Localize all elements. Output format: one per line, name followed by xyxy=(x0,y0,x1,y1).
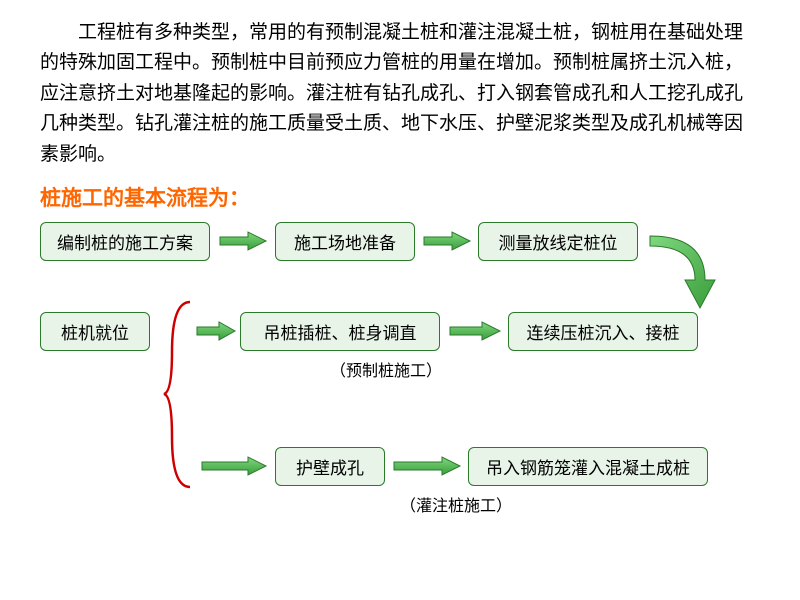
arrow-icon xyxy=(195,320,237,342)
arrow-icon xyxy=(448,320,503,342)
section-heading: 桩施工的基本流程为： xyxy=(0,170,800,212)
caption-precast: （预制桩施工） xyxy=(330,357,442,381)
brace-icon xyxy=(160,297,200,497)
arrow-icon xyxy=(200,455,270,477)
intro-paragraph: 工程桩有多种类型，常用的有预制混凝土桩和灌注混凝土桩，钢桩用在基础处理的特殊加固… xyxy=(0,0,800,170)
curved-arrow-icon xyxy=(645,230,735,325)
node-cast-pile: 吊入钢筋笼灌入混凝土成桩 xyxy=(468,447,708,486)
node-machine-pos: 桩机就位 xyxy=(40,312,150,351)
node-wall-hole: 护壁成孔 xyxy=(275,447,385,486)
node-plan: 编制桩的施工方案 xyxy=(40,222,210,261)
node-survey: 测量放线定桩位 xyxy=(478,222,638,261)
arrow-icon xyxy=(392,455,464,477)
arrow-icon xyxy=(422,230,472,252)
caption-cast: （灌注桩施工） xyxy=(400,492,512,516)
node-site-prep: 施工场地准备 xyxy=(275,222,415,261)
arrow-icon xyxy=(218,230,268,252)
flowchart: 编制桩的施工方案 施工场地准备 测量放线定桩位 桩机就位 吊桩插桩、桩身调直 连… xyxy=(0,212,800,572)
node-insert-pile: 吊桩插桩、桩身调直 xyxy=(240,312,440,351)
